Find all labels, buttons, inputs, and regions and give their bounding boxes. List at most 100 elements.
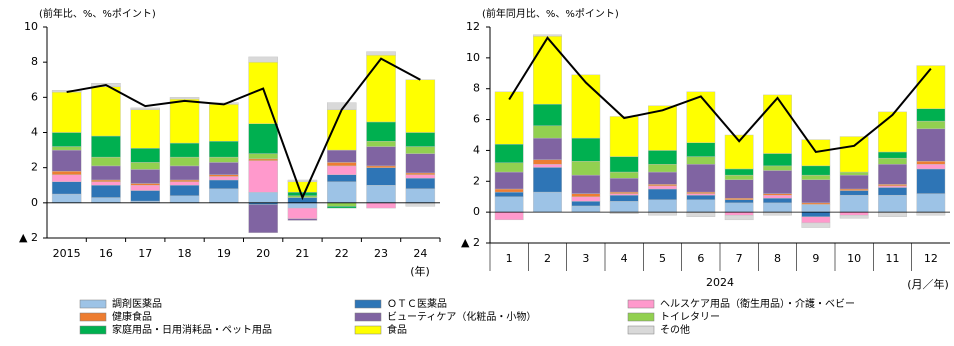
bar-segment — [916, 161, 946, 165]
bar-segment — [169, 142, 200, 158]
bar-segment — [287, 181, 318, 193]
bar-segment — [801, 165, 831, 176]
bar-segment — [916, 168, 946, 194]
bar-segment — [169, 165, 200, 181]
y-tick-label: 0 — [31, 196, 38, 209]
bar-segment — [724, 174, 754, 180]
bar-segment — [366, 167, 396, 186]
x-tick-label: 8 — [774, 252, 781, 265]
bar-segment — [248, 123, 278, 154]
x-unit: (年) — [410, 264, 430, 278]
bar-segment — [839, 190, 869, 196]
bar-segment — [494, 191, 524, 197]
legend-label: ビューティケア（化粧品・小物） — [387, 310, 536, 323]
period-label: 2024 — [706, 276, 734, 289]
legend-swatch — [354, 312, 382, 322]
bar-segment — [51, 91, 82, 133]
legend-label: 食品 — [387, 323, 407, 336]
bar-segment — [405, 172, 436, 175]
bar-segment — [248, 158, 278, 161]
bar-segment — [366, 141, 396, 147]
bar-segment — [878, 111, 907, 153]
legend-swatch — [627, 325, 655, 335]
bar-segment — [609, 171, 639, 179]
bar-segment — [916, 193, 946, 213]
bar-segment — [839, 136, 869, 173]
bar-segment — [91, 179, 121, 182]
axis-label: (前年比、%、%ポイント) — [39, 7, 156, 20]
bar-segment — [494, 196, 524, 213]
bar-segment — [839, 215, 869, 219]
x-tick-label: 22 — [335, 247, 349, 260]
bar-segment — [533, 191, 562, 213]
bar-segment — [494, 171, 524, 190]
y-tick-label: 2 — [473, 174, 480, 187]
bar-segment — [366, 202, 396, 209]
bar-segment — [648, 188, 677, 201]
bar-segment — [724, 211, 754, 216]
legend-swatch — [627, 312, 655, 322]
x-tick-label: 11 — [886, 252, 900, 265]
bar-segment — [686, 193, 716, 196]
bar-segment — [839, 194, 869, 213]
x-tick-label: 2015 — [53, 247, 81, 260]
bar-segment — [609, 177, 639, 193]
bar-segment — [405, 146, 436, 154]
bar-segment — [366, 54, 396, 123]
bar-segment — [648, 150, 677, 165]
bar-segment — [839, 171, 869, 176]
bar-segment — [366, 165, 396, 168]
bar-segment — [366, 51, 396, 56]
bar-segment — [248, 192, 278, 204]
bar-segment — [609, 116, 639, 157]
bar-segment — [801, 222, 831, 228]
y-tick-label: 10 — [466, 51, 480, 64]
bar-segment — [916, 65, 946, 109]
bar-segment — [571, 201, 601, 207]
legend-swatch — [354, 325, 382, 335]
bar-segment — [763, 94, 792, 154]
bar-segment — [686, 191, 716, 194]
bar-segment — [405, 174, 436, 179]
bar-segment — [51, 149, 82, 172]
bar-segment — [801, 179, 831, 204]
bar-segment — [878, 157, 907, 165]
bar-segment — [648, 199, 677, 213]
bar-segment — [405, 153, 436, 174]
bar-segment — [327, 181, 357, 204]
legend-label: その他 — [660, 323, 690, 336]
bar-segment — [248, 204, 278, 233]
bar-segment — [209, 162, 239, 175]
bar-segment — [169, 185, 200, 197]
bar-segment — [287, 202, 318, 209]
x-tick-label: 7 — [736, 252, 743, 265]
bar-segment — [686, 194, 716, 201]
y-tick-label: 6 — [31, 90, 38, 103]
bar-segment — [130, 107, 160, 110]
y-tick-label: ▲ 2 — [19, 231, 38, 244]
bar-segment — [169, 98, 200, 144]
bar-segment — [209, 141, 239, 158]
y-tick-label: 12 — [466, 20, 480, 33]
bar-segment — [91, 135, 121, 158]
bar-segment — [648, 171, 677, 185]
bar-segment — [801, 204, 831, 213]
bar-segment — [571, 161, 601, 176]
bar-segment — [686, 199, 716, 213]
bar-segment — [130, 183, 160, 186]
bar-segment — [130, 169, 160, 184]
x-tick-label: 3 — [582, 252, 589, 265]
bar-segment — [801, 174, 831, 180]
bar-segment — [686, 211, 716, 217]
y-tick-label: 10 — [24, 20, 38, 33]
bar-segment — [648, 211, 677, 216]
bar-segment — [763, 194, 792, 199]
bar-segment — [763, 170, 792, 194]
y-tick-label: ▲ 2 — [461, 236, 480, 249]
bar-segment — [248, 160, 278, 193]
x-tick-label: 12 — [924, 252, 938, 265]
bar-segment — [494, 188, 524, 193]
x-tick-label: 20 — [256, 247, 270, 260]
bar-segment — [916, 108, 946, 122]
